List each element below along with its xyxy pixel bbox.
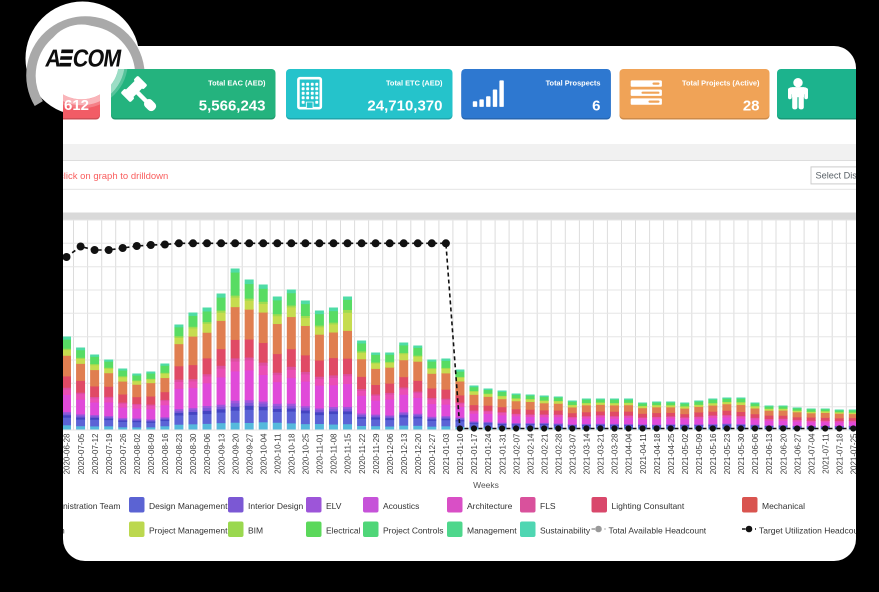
svg-text:2021-01-31: 2021-01-31 — [498, 433, 507, 474]
svg-text:Weeks: Weeks — [473, 480, 499, 490]
svg-text:BIM: BIM — [248, 525, 263, 535]
svg-text:2021-04-04: 2021-04-04 — [625, 433, 634, 474]
svg-text:2020-08-16: 2020-08-16 — [161, 433, 170, 474]
svg-text:2021-07-18: 2021-07-18 — [836, 433, 845, 474]
svg-text:6: 6 — [592, 97, 600, 114]
svg-text:Project Management: Project Management — [149, 525, 228, 535]
svg-text:2021-05-30: 2021-05-30 — [737, 433, 746, 474]
svg-text:2020-07-12: 2020-07-12 — [91, 433, 100, 474]
svg-text:Sustainability: Sustainability — [540, 525, 591, 535]
svg-text:2021-01-03: 2021-01-03 — [442, 433, 451, 474]
svg-text:Target Utilization Headcount: Target Utilization Headcount — [759, 525, 866, 535]
svg-text:2021-07-11: 2021-07-11 — [821, 433, 830, 474]
svg-text:2020-08-23: 2020-08-23 — [175, 433, 184, 474]
svg-text:2021-02-28: 2021-02-28 — [555, 433, 564, 474]
svg-text:2020-07-05: 2020-07-05 — [77, 433, 86, 474]
svg-text:2021-03-28: 2021-03-28 — [611, 433, 620, 474]
svg-text:2020-11-29: 2020-11-29 — [372, 433, 381, 474]
svg-text:2021-02-21: 2021-02-21 — [540, 433, 549, 474]
svg-text:2021-05-02: 2021-05-02 — [681, 433, 690, 474]
svg-text:2021-04-18: 2021-04-18 — [653, 433, 662, 474]
svg-text:Total Prospects: Total Prospects — [546, 79, 601, 88]
svg-text:Lighting Consultant: Lighting Consultant — [612, 501, 685, 511]
svg-text:2020-10-11: 2020-10-11 — [274, 433, 283, 474]
svg-text:2021-05-09: 2021-05-09 — [695, 433, 704, 474]
svg-text:2021-05-23: 2021-05-23 — [723, 433, 732, 474]
svg-text:Architecture: Architecture — [467, 501, 513, 511]
svg-text:Admin: Admin — [41, 525, 65, 535]
svg-text:2020-06-28: 2020-06-28 — [63, 433, 72, 474]
svg-text:Total Available Headcount: Total Available Headcount — [609, 525, 707, 535]
svg-text:2020-09-06: 2020-09-06 — [203, 433, 212, 474]
svg-text:2020-10-04: 2020-10-04 — [259, 433, 268, 474]
svg-text:2020-12-13: 2020-12-13 — [400, 433, 409, 474]
svg-text:2021-06-13: 2021-06-13 — [765, 433, 774, 474]
svg-text:2021-06-27: 2021-06-27 — [793, 433, 802, 474]
svg-text:2020-08-09: 2020-08-09 — [147, 433, 156, 474]
svg-text:2021-05-16: 2021-05-16 — [709, 433, 718, 474]
svg-text:2021-06-20: 2021-06-20 — [779, 433, 788, 474]
svg-text:2020-09-20: 2020-09-20 — [231, 433, 240, 474]
svg-text:Interior Design: Interior Design — [248, 501, 304, 511]
svg-text:Design Management: Design Management — [149, 501, 228, 511]
svg-text:2021-07-04: 2021-07-04 — [807, 433, 816, 474]
svg-text:2020-09-27: 2020-09-27 — [245, 433, 254, 474]
svg-text:2020-11-15: 2020-11-15 — [344, 433, 353, 474]
svg-text:ELV: ELV — [326, 501, 342, 511]
svg-text:Select Discipli: Select Discipli — [816, 171, 873, 181]
svg-text:2021-02-07: 2021-02-07 — [512, 433, 521, 474]
svg-text:Management: Management — [467, 525, 517, 535]
svg-text:2021-02-14: 2021-02-14 — [526, 433, 535, 474]
svg-text:2021-04-25: 2021-04-25 — [667, 433, 676, 474]
svg-text:2020-12-27: 2020-12-27 — [428, 433, 437, 474]
svg-text:Total Projects (Active): Total Projects (Active) — [682, 79, 760, 88]
svg-text:Total EAC (AED): Total EAC (AED) — [208, 79, 266, 88]
svg-text:2020-12-06: 2020-12-06 — [386, 433, 395, 474]
svg-text:2020-08-02: 2020-08-02 — [133, 433, 142, 474]
svg-text:5,566,243: 5,566,243 — [199, 97, 266, 114]
svg-text:2020-08-30: 2020-08-30 — [189, 433, 198, 474]
svg-text:click on graph to drilldown: click on graph to drilldown — [59, 171, 168, 182]
svg-text:Mechanical: Mechanical — [762, 501, 805, 511]
svg-text:2021-03-21: 2021-03-21 — [597, 433, 606, 474]
svg-text:Project Controls: Project Controls — [383, 525, 443, 535]
svg-text:2021-01-10: 2021-01-10 — [456, 433, 465, 474]
svg-text:Acoustics: Acoustics — [383, 501, 419, 511]
svg-text:2020-09-13: 2020-09-13 — [217, 433, 226, 474]
svg-text:2021-03-07: 2021-03-07 — [569, 433, 578, 474]
svg-text:2021-06-06: 2021-06-06 — [751, 433, 760, 474]
svg-text:2020-07-26: 2020-07-26 — [119, 433, 128, 474]
svg-text:2020-10-18: 2020-10-18 — [288, 433, 297, 474]
svg-text:2021-04-11: 2021-04-11 — [639, 433, 648, 474]
svg-text:A: A — [44, 44, 64, 71]
svg-text:24,710,370: 24,710,370 — [367, 97, 442, 114]
svg-text:Electrical: Electrical — [326, 525, 361, 535]
svg-text:2020-11-01: 2020-11-01 — [316, 433, 325, 474]
svg-text:28: 28 — [743, 97, 760, 114]
svg-text:COM: COM — [71, 44, 123, 71]
svg-text:2021-07-25: 2021-07-25 — [850, 433, 859, 474]
svg-text:2020-10-25: 2020-10-25 — [302, 433, 311, 474]
svg-text:Administration Team: Administration Team — [44, 501, 121, 511]
svg-text:2021-03-14: 2021-03-14 — [583, 433, 592, 474]
svg-text:Total ETC (AED): Total ETC (AED) — [386, 79, 443, 88]
svg-text:2021-01-24: 2021-01-24 — [484, 433, 493, 474]
svg-text:FLS: FLS — [540, 501, 556, 511]
svg-text:2020-11-08: 2020-11-08 — [330, 433, 339, 474]
svg-text:2020-07-19: 2020-07-19 — [105, 433, 114, 474]
svg-text:2020-12-20: 2020-12-20 — [414, 433, 423, 474]
svg-text:2020-11-22: 2020-11-22 — [358, 433, 367, 474]
svg-text:2021-01-17: 2021-01-17 — [470, 433, 479, 474]
